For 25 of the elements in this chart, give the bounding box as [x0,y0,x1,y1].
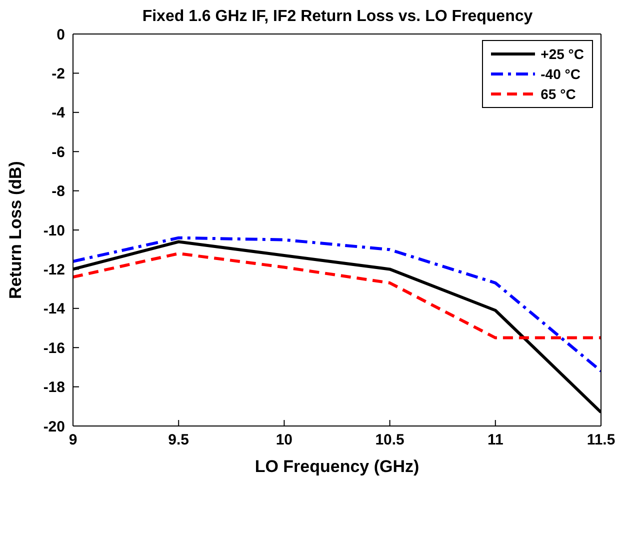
y-tick-label: -12 [43,262,65,279]
legend-label: +25 °C [540,46,584,62]
y-tick-label: -6 [52,144,65,161]
y-tick-label: -2 [52,66,65,83]
x-tick-label: 10 [276,432,293,449]
legend-label: 65 °C [540,86,576,102]
y-tick-label: -10 [43,222,65,240]
line-series [73,236,601,373]
y-tick-label: -8 [52,183,65,200]
x-tick-label: 10.5 [375,432,404,449]
x-tick-label: 11 [487,432,504,449]
chart-title: Fixed 1.6 GHz IF, IF2 Return Loss vs. LO Frequency [141,8,534,26]
y-axis-title: Return Loss (dB) [6,161,26,299]
y-tick-label: -18 [43,379,65,396]
y-tick-label: -14 [43,300,66,318]
x-tick-label: 11.5 [586,432,616,449]
y-tick-label: -16 [43,340,65,357]
legend-label: -40 °C [540,66,580,82]
x-axis-title: LO Frequency (GHz) [254,457,420,476]
x-tick-label: 9 [68,432,78,449]
y-tick-label: -4 [52,104,66,122]
line-series [73,252,601,340]
y-tick-label: 0 [56,26,65,44]
y-tick-label: -20 [43,418,65,436]
x-tick-label: 9.5 [168,432,190,449]
